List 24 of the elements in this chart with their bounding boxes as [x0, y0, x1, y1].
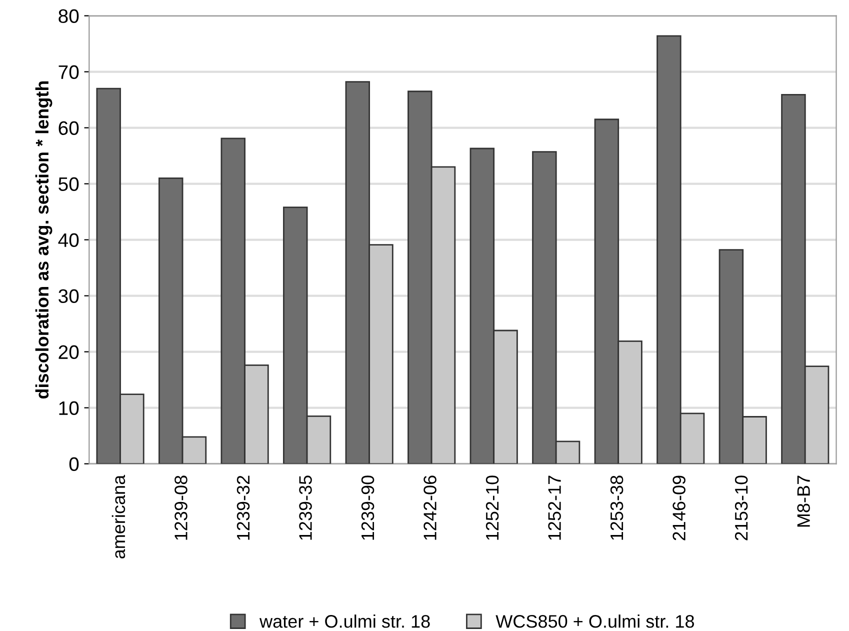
y-tick-label: 70 — [58, 65, 79, 80]
y-tick-label: 20 — [58, 345, 79, 360]
legend-label: WCS850 + O.ulmi str. 18 — [496, 614, 694, 628]
y-tick-label: 40 — [58, 233, 79, 248]
y-axis-title: discoloration as avg. section * length — [35, 81, 52, 399]
x-tick-label: M8-B7 — [797, 476, 810, 527]
y-tick-label: 30 — [58, 289, 79, 304]
x-tick-label: 1242-06 — [424, 476, 436, 540]
x-tick-label: 1253-38 — [610, 476, 624, 540]
y-tick-label: 50 — [58, 177, 79, 192]
x-tick-label: 2153-10 — [734, 476, 748, 540]
x-tick-label: 1252-10 — [486, 476, 499, 540]
x-tick-label: 1239-35 — [299, 476, 312, 540]
x-tick-label: americana — [112, 474, 126, 558]
y-tick-label: 60 — [58, 121, 79, 136]
y-tick-label: 0 — [69, 457, 79, 472]
x-tick-label: 2146-09 — [672, 476, 686, 540]
x-tick-label: 1239-32 — [236, 476, 250, 540]
y-tick-label: 80 — [58, 9, 79, 24]
x-tick-label: 1239-08 — [174, 476, 188, 540]
legend-label: water + O.ulmi str. 18 — [259, 614, 430, 628]
x-tick-label: 1252-17 — [548, 476, 561, 540]
x-tick-label: 1239-90 — [361, 476, 374, 540]
y-tick-label: 10 — [59, 401, 79, 416]
